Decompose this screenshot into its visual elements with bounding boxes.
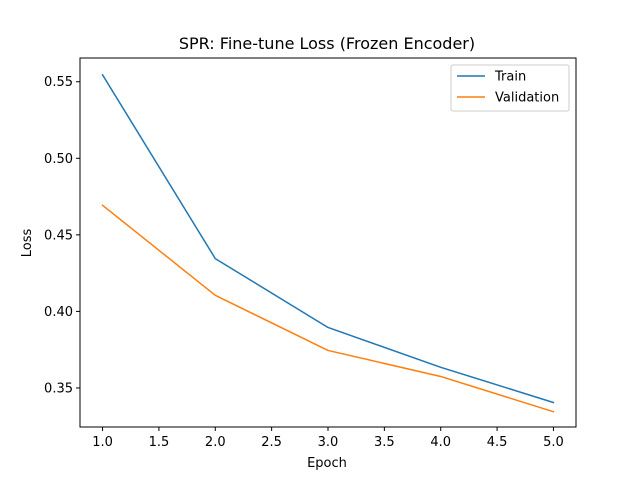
x-tick-label: 3.0 xyxy=(318,435,339,450)
x-tick-label: 1.0 xyxy=(92,435,113,450)
y-tick-label: 0.55 xyxy=(44,75,73,90)
x-tick-label: 2.5 xyxy=(261,435,282,450)
x-axis: 1.0 1.5 2.0 2.5 3.0 3.5 4.0 4.5 5.0 xyxy=(92,427,564,450)
series-line-train xyxy=(103,75,554,403)
plot-frame xyxy=(80,58,576,427)
x-tick-label: 2.0 xyxy=(205,435,226,450)
y-tick-label: 0.50 xyxy=(44,152,73,167)
x-axis-title: Epoch xyxy=(307,456,347,471)
plot-area xyxy=(103,75,554,412)
x-tick-label: 3.5 xyxy=(374,435,395,450)
y-tick-label: 0.35 xyxy=(44,381,73,396)
y-axis: 0.35 0.40 0.45 0.50 0.55 xyxy=(44,75,80,396)
legend-label-train: Train xyxy=(494,70,526,85)
x-tick-label: 4.0 xyxy=(430,435,451,450)
legend: Train Validation xyxy=(451,65,569,111)
x-tick-label: 4.5 xyxy=(487,435,508,450)
y-tick-label: 0.40 xyxy=(44,305,73,320)
y-tick-label: 0.45 xyxy=(44,228,73,243)
legend-label-validation: Validation xyxy=(495,91,559,106)
y-axis-title: Loss xyxy=(20,229,35,258)
x-tick-label: 5.0 xyxy=(543,435,564,450)
chart-title: SPR: Fine-tune Loss (Frozen Encoder) xyxy=(179,34,475,53)
x-tick-label: 1.5 xyxy=(149,435,170,450)
